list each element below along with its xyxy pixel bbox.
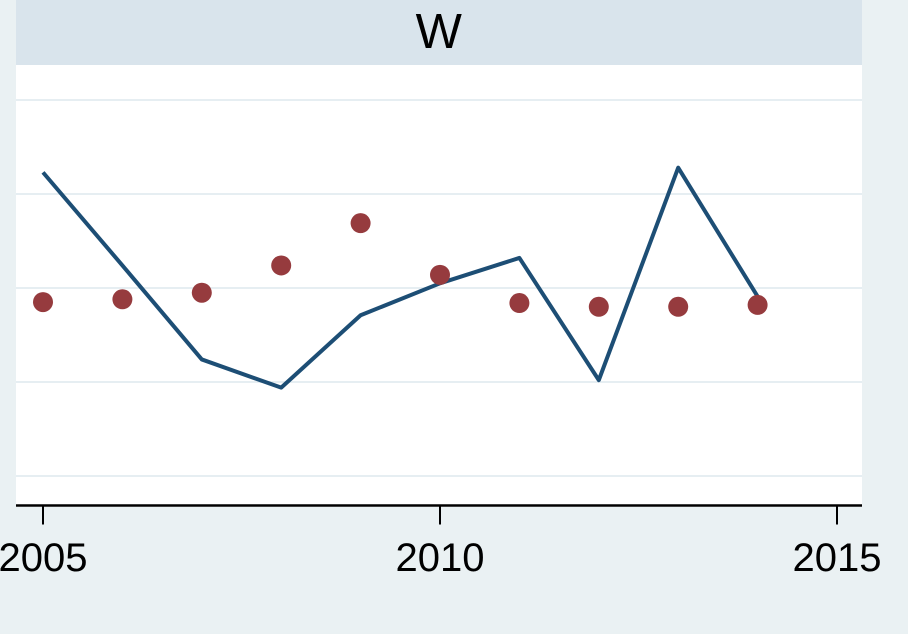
x-tick-label-2010: 2010 [395, 536, 485, 580]
scatter-point [112, 289, 133, 310]
scatter-point [588, 296, 609, 317]
scatter-point [430, 264, 450, 285]
chart-title: W [415, 5, 463, 59]
scatter-point [350, 213, 371, 234]
scatter-point [33, 292, 53, 313]
x-tick-label-2015: 2015 [792, 536, 882, 580]
line-series [41, 165, 760, 390]
x-tick-label-2005: 2005 [0, 536, 88, 580]
plot-area [16, 65, 862, 507]
scatter-point [271, 255, 292, 276]
scatter-point [191, 282, 212, 303]
scatter-point [747, 294, 768, 315]
chart-title-band: W [16, 0, 862, 65]
scatter-point [668, 296, 689, 317]
scatter-point [509, 293, 530, 314]
